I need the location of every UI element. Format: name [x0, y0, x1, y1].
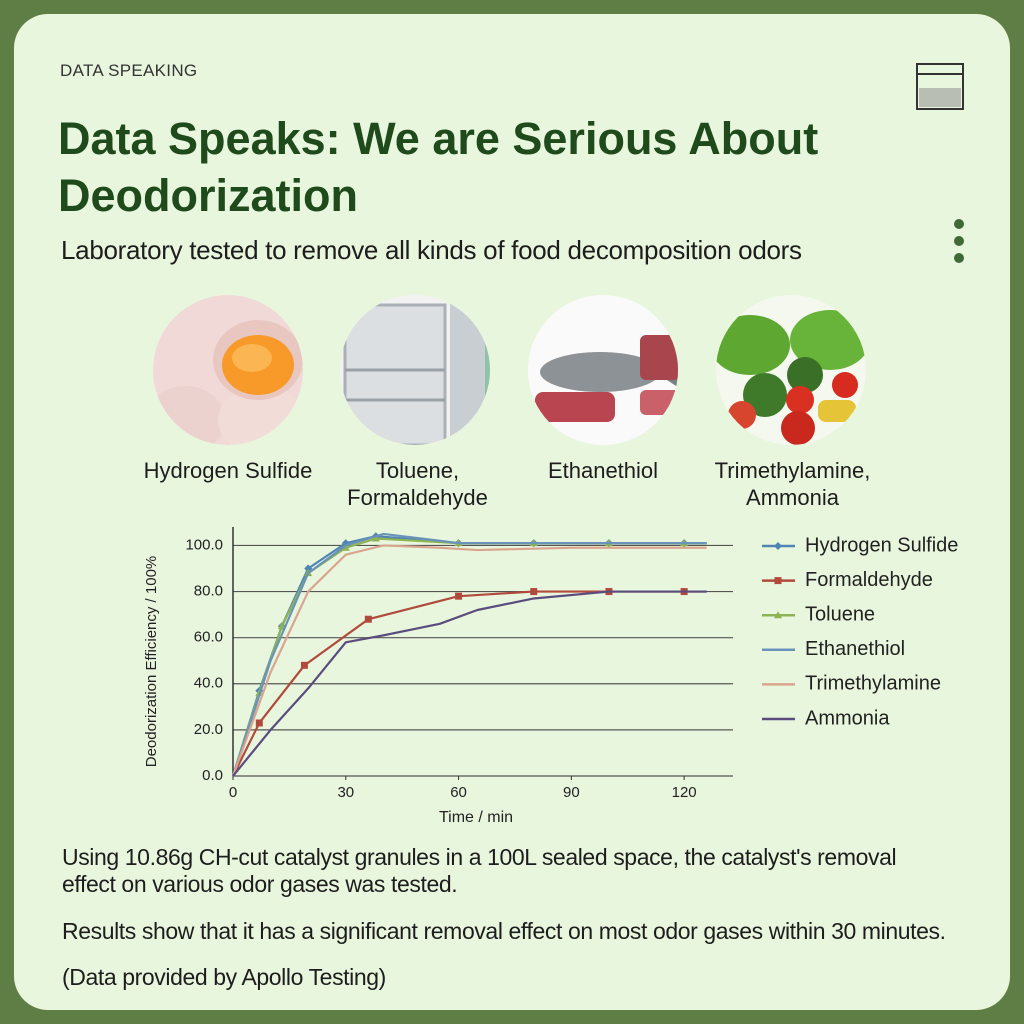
- legend-label: Ethanethiol: [805, 638, 905, 660]
- credit-text: (Data provided by Apollo Testing): [62, 964, 386, 990]
- fridge-image: [340, 295, 490, 445]
- legend-label: Toluene: [805, 603, 875, 625]
- x-axis-label: Time / min: [439, 809, 513, 826]
- legend-label: Formaldehyde: [805, 569, 933, 591]
- marker: [300, 661, 308, 669]
- marker: [255, 719, 263, 727]
- y-tick-label: 60.0: [194, 629, 223, 646]
- y-tick-label: 40.0: [194, 675, 223, 692]
- title: Data Speaks: We are Serious About Deodor…: [58, 113, 819, 221]
- source-label: Hydrogen Sulfide: [143, 458, 313, 483]
- eyebrow: DATA SPEAKING: [60, 61, 198, 80]
- series-line: [231, 544, 707, 777]
- vegetable-image: [716, 295, 866, 445]
- marker: [455, 592, 463, 600]
- x-tick-label: 90: [563, 784, 580, 801]
- series-line: [231, 535, 707, 777]
- egg-image: [153, 295, 303, 445]
- more-icon[interactable]: [954, 219, 964, 263]
- source-label: Ethanethiol: [547, 458, 659, 483]
- marker: [774, 611, 782, 619]
- x-tick-label: 30: [337, 784, 354, 801]
- x-tick-label: 120: [672, 784, 697, 801]
- legend-label: Ammonia: [805, 707, 890, 729]
- result-text: Results show that it has a significant r…: [62, 918, 946, 944]
- y-axis-label: Deodorization Efficiency / 100%: [143, 556, 160, 768]
- x-tick-label: 0: [229, 784, 237, 801]
- legend-label: Trimethylamine: [805, 673, 941, 695]
- marker: [371, 534, 380, 542]
- marker: [364, 615, 372, 623]
- menu-icon[interactable]: [916, 63, 964, 110]
- legend-label: Hydrogen Sulfide: [805, 534, 958, 556]
- source-label: Toluene, Formaldehyde: [347, 458, 488, 510]
- y-tick-label: 100.0: [185, 536, 223, 553]
- method-text: Using 10.86g CH-cut catalyst granules in…: [62, 844, 897, 897]
- y-tick-label: 80.0: [194, 583, 223, 600]
- fish-meat-image: [528, 295, 678, 445]
- x-tick-label: 60: [450, 784, 467, 801]
- y-tick-label: 20.0: [194, 721, 223, 738]
- marker: [774, 542, 782, 550]
- subtitle: Laboratory tested to remove all kinds of…: [61, 235, 802, 265]
- marker: [774, 577, 782, 585]
- marker: [530, 588, 538, 596]
- series-line: [231, 532, 707, 777]
- y-tick-label: 0.0: [202, 767, 223, 784]
- series-line: [231, 537, 707, 777]
- card: [14, 14, 1010, 1010]
- marker: [341, 543, 350, 551]
- source-label: Trimethylamine, Ammonia: [714, 458, 871, 510]
- series-line: [232, 590, 707, 777]
